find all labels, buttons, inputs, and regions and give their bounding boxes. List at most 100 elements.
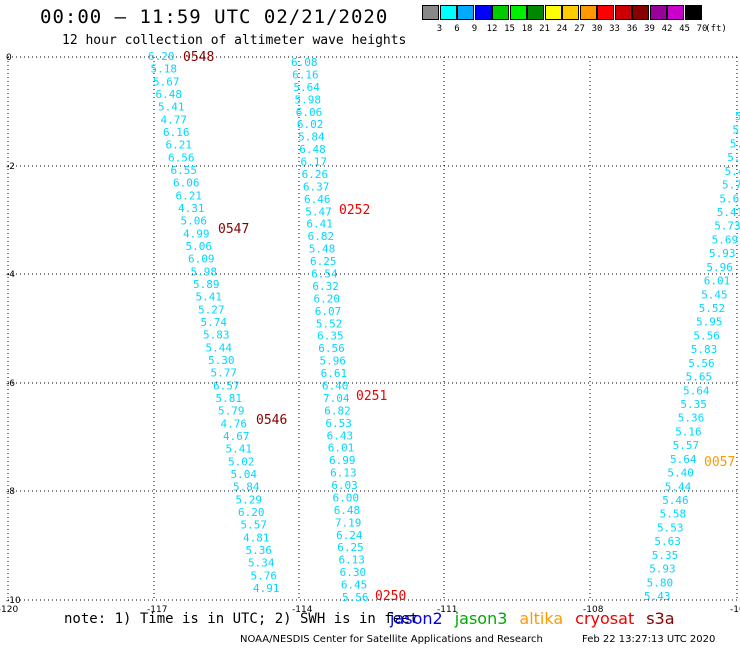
wave-height-value: 6.20 (238, 506, 265, 519)
wave-height-value: 5.63 (654, 535, 681, 548)
wave-height-value: 6.82 (324, 404, 351, 417)
wave-height-value: 5.41 (196, 291, 223, 304)
longitude-tick-label: -117 (147, 605, 167, 615)
wave-height-value: 5.06 (186, 240, 213, 253)
wave-height-value: 5.29 (236, 493, 263, 506)
page-subtitle: 12 hour collection of altimeter wave hei… (62, 33, 407, 48)
wave-height-value: 4.77 (161, 113, 188, 126)
wave-height-value: 5.47 (305, 205, 332, 218)
wave-height-value: 4.99 (183, 227, 210, 240)
wave-height-value: 6.55 (171, 164, 198, 177)
wave-height-value: 5.53 (657, 521, 684, 534)
wave-height-value: 5.73 (714, 220, 740, 233)
color-scale-label: 30 (591, 24, 603, 34)
color-swatch (509, 5, 527, 20)
wave-height-value: 5.57 (241, 519, 268, 532)
wave-height-value: 4.67 (223, 430, 250, 443)
color-scale-label: 45 (679, 24, 690, 34)
wave-height-value: 5.93 (709, 247, 736, 260)
longitude-tick-label: -108 (583, 605, 604, 615)
wave-height-value: 5.7 (730, 137, 740, 150)
wave-height-value: 5.83 (203, 329, 230, 342)
wave-height-value: 5.69 (712, 233, 739, 246)
color-swatch (579, 5, 597, 20)
legend-item-s3a: s3a (646, 609, 675, 628)
wave-height-value: 6.37 (303, 180, 330, 193)
wave-height-value: 5.64 (683, 384, 710, 397)
wave-height-value: 5.48 (309, 243, 336, 256)
wave-height-value: 5.41 (158, 101, 185, 114)
wave-height-value: 6.16 (292, 68, 319, 81)
footnote: note: 1) Time is in UTC; 2) SWH is in fe… (64, 611, 419, 627)
latitude-tick-label: -6 (6, 379, 15, 389)
wave-height-value: 5.84 (298, 131, 325, 144)
wave-height-value: 6.09 (188, 253, 215, 266)
wave-height-value: 6.48 (156, 88, 183, 101)
color-scale-label: 18 (521, 24, 533, 34)
longitude-tick-label: -114 (292, 605, 313, 615)
wave-height-value: 5.06 (181, 215, 208, 228)
wave-height-value: 5.16 (675, 425, 702, 438)
color-scale-label: 27 (574, 24, 585, 34)
wave-height-value: 6.24 (336, 529, 363, 542)
wave-height-value: 4.91 (253, 582, 280, 595)
wave-height-value: 6.02 (297, 118, 324, 131)
wave-height-value: 5.35 (680, 398, 707, 411)
wave-height-value: 5.80 (647, 576, 674, 589)
wave-height-value: 5.95 (696, 316, 723, 329)
wave-height-value: 4.76 (221, 417, 248, 430)
wave-height-value: 5.84 (233, 481, 260, 494)
color-scale-label: 21 (539, 24, 550, 34)
color-scale-label: 39 (644, 24, 655, 34)
wave-height-value: 6.20 (314, 292, 341, 305)
wave-height-value: 5.79 (218, 405, 245, 418)
wave-height-value: 5.34 (248, 557, 275, 570)
wave-height-value: 7.04 (323, 392, 350, 405)
wave-height-value: 6.82 (308, 230, 335, 243)
wave-height-value: 5.44 (206, 341, 233, 354)
wave-height-value: 5.64 (670, 453, 697, 466)
wave-height-value: 6.16 (163, 126, 190, 139)
wave-height-value: 5.27 (198, 303, 225, 316)
color-swatch (597, 5, 614, 20)
wave-height-value: 5.56 (693, 329, 720, 342)
color-scale-label: 42 (661, 24, 673, 34)
wave-height-value: 5.04 (231, 468, 258, 481)
wave-height-value: 6.35 (317, 330, 344, 343)
wave-height-value: 5.77 (211, 367, 238, 380)
wave-height-value: 6.07 (315, 305, 342, 318)
longitude-tick-label: -105 (730, 605, 740, 615)
wave-height-value: 6.21 (166, 139, 193, 152)
color-scale-label: 3 (436, 24, 443, 34)
wave-height-value: 6.45 (341, 579, 368, 592)
wave-height-value: 5.35 (652, 549, 679, 562)
wave-height-value: 5.52 (699, 302, 726, 315)
legend-item-jason2: jason2 (390, 609, 443, 628)
color-swatch (667, 5, 684, 20)
longitude-tick-label: -111 (437, 605, 457, 615)
wave-height-value: 6.25 (337, 541, 364, 554)
wave-height-value: 5.67 (153, 75, 180, 88)
wave-height-value: 6.06 (173, 177, 200, 190)
legend-item-cryosat: cryosat (575, 609, 635, 628)
wave-height-value: 6.08 (291, 56, 318, 69)
wave-height-value: 5.18 (151, 63, 178, 76)
wave-height-value: 7.19 (335, 516, 362, 529)
wave-height-value: 6.30 (340, 566, 367, 579)
pass-time-label: 0251 (356, 389, 387, 404)
wave-height-value: 6.41 (306, 218, 333, 231)
color-scale-label: 15 (504, 24, 515, 34)
generated-timestamp: Feb 22 13:27:13 UTC 2020 (582, 634, 716, 645)
color-scale-label: 33 (609, 24, 620, 34)
pass-time-label: 0547 (218, 222, 249, 237)
wave-height-value: 5.6 (719, 192, 739, 205)
pass-time-label: 0250 (375, 589, 406, 604)
wave-height-value: 5.9 (727, 151, 740, 164)
legend-item-jason3: jason3 (454, 609, 508, 628)
wave-height-value: 6.57 (213, 379, 240, 392)
legend-item-altika: altika (519, 609, 564, 628)
wave-height-value: 5.7 (735, 110, 740, 123)
color-scale-label: 12 (486, 24, 498, 34)
wave-height-value: 4.81 (243, 531, 270, 544)
